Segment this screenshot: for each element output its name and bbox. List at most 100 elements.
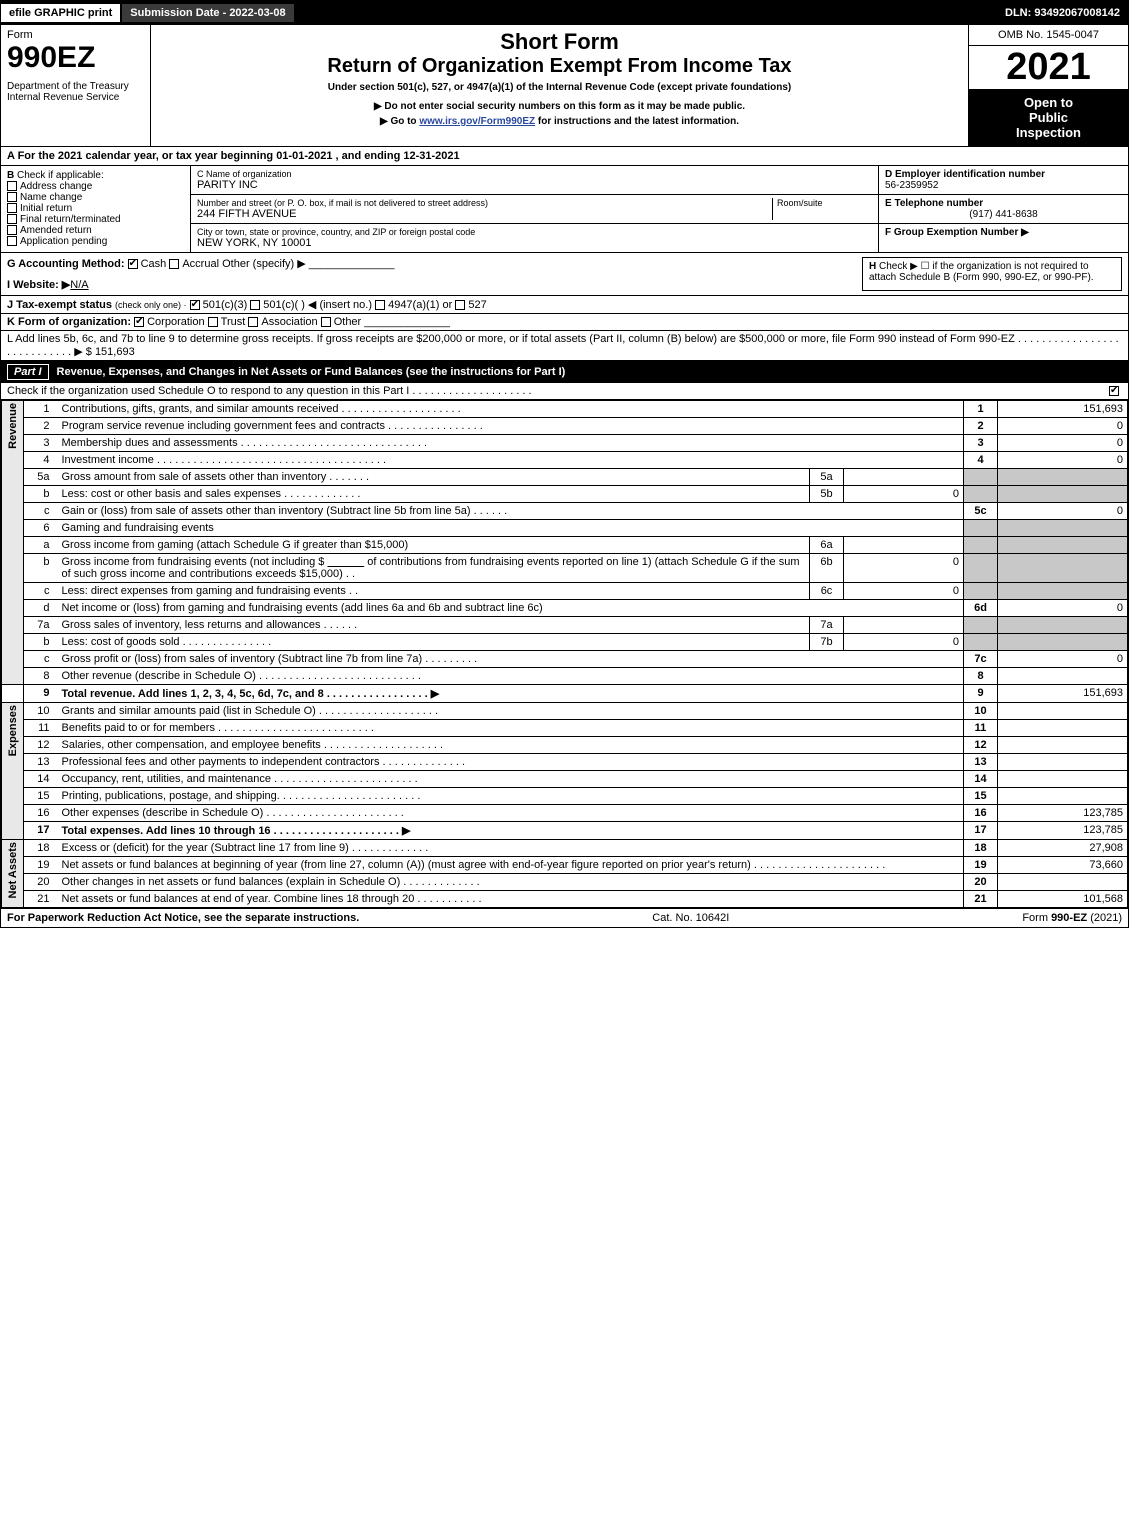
- form-number: 990EZ: [7, 41, 144, 75]
- ln-6d-amtno: 6d: [964, 600, 998, 617]
- check-527[interactable]: [455, 300, 465, 310]
- check-address-change[interactable]: [7, 181, 17, 191]
- org-city: NEW YORK, NY 10001: [197, 237, 872, 249]
- b-letter: B: [7, 170, 14, 181]
- irs-link[interactable]: www.irs.gov/Form990EZ: [419, 116, 535, 127]
- check-app-pending[interactable]: [7, 236, 17, 246]
- lbl-association: Association: [261, 316, 317, 328]
- check-501c3[interactable]: [190, 300, 200, 310]
- ln-6b-greyamt: [998, 554, 1128, 583]
- check-amended-return[interactable]: [7, 225, 17, 235]
- form-label: Form: [7, 29, 144, 41]
- irs-label: Internal Revenue Service: [7, 92, 144, 103]
- ln-10-amt: [998, 703, 1128, 720]
- section-bcdef: B Check if applicable: Address change Na…: [1, 166, 1128, 253]
- c-city-label: City or town, state or province, country…: [197, 227, 872, 237]
- open-to-public: Open to Public Inspection: [969, 89, 1128, 146]
- col-c: C Name of organization PARITY INC Number…: [191, 166, 878, 252]
- ln-6-desc: Gaming and fundraising events: [58, 520, 964, 537]
- ln-5c-desc: Gain or (loss) from sale of assets other…: [58, 503, 964, 520]
- row-16: 16Other expenses (describe in Schedule O…: [2, 805, 1128, 822]
- ln-13-amtno: 13: [964, 754, 998, 771]
- ln-5c-amtno: 5c: [964, 503, 998, 520]
- ln-6c-sv: 0: [844, 583, 964, 600]
- row-6b: b Gross income from fundraising events (…: [2, 554, 1128, 583]
- ln-12-no: 12: [24, 737, 58, 754]
- ln-5b-sv: 0: [844, 486, 964, 503]
- check-final-return[interactable]: [7, 214, 17, 224]
- row-7a: 7a Gross sales of inventory, less return…: [2, 617, 1128, 634]
- check-4947a1[interactable]: [375, 300, 385, 310]
- ln-6b-sv: 0: [844, 554, 964, 583]
- header-left: Form 990EZ Department of the Treasury In…: [1, 25, 151, 146]
- e-label: E Telephone number: [885, 198, 1122, 209]
- ln-9-amtno: 9: [964, 685, 998, 703]
- ln-16-no: 16: [24, 805, 58, 822]
- i-label: I Website: ▶: [7, 279, 70, 291]
- c-room-label: Room/suite: [777, 198, 872, 208]
- ln-2-amtno: 2: [964, 418, 998, 435]
- ln-5a-desc: Gross amount from sale of assets other t…: [58, 469, 810, 486]
- c-street-label: Number and street (or P. O. box, if mail…: [197, 198, 772, 208]
- check-501c[interactable]: [250, 300, 260, 310]
- ln-19-desc: Net assets or fund balances at beginning…: [58, 857, 964, 874]
- check-accrual[interactable]: [169, 259, 179, 269]
- check-schedule-o-parti[interactable]: [1109, 386, 1119, 396]
- tax-year: 2021: [969, 46, 1128, 89]
- revenue-side-label: Revenue: [2, 401, 24, 685]
- ln-7a-desc: Gross sales of inventory, less returns a…: [58, 617, 810, 634]
- lbl-501c: 501(c)( ): [263, 299, 305, 311]
- ln-3-amt: 0: [998, 435, 1128, 452]
- footer-right-bold: 990-EZ: [1051, 912, 1087, 924]
- org-street: 244 FIFTH AVENUE: [197, 208, 772, 220]
- check-corporation[interactable]: [134, 317, 144, 327]
- check-other-org[interactable]: [321, 317, 331, 327]
- footer-catno: Cat. No. 10642I: [652, 912, 729, 924]
- check-cash[interactable]: [128, 259, 138, 269]
- ln-18-desc: Excess or (deficit) for the year (Subtra…: [58, 840, 964, 857]
- k-label: K Form of organization:: [7, 316, 131, 328]
- ln-1-amt: 151,693: [998, 401, 1128, 418]
- e-cell: E Telephone number (917) 441-8638: [879, 195, 1128, 224]
- ln-5a-sv: [844, 469, 964, 486]
- ln-6c-no: c: [24, 583, 58, 600]
- row-6: 6 Gaming and fundraising events: [2, 520, 1128, 537]
- check-association[interactable]: [248, 317, 258, 327]
- check-name-change[interactable]: [7, 192, 17, 202]
- ln-16-desc: Other expenses (describe in Schedule O) …: [58, 805, 964, 822]
- f-label: F Group Exemption Number ▶: [885, 227, 1029, 238]
- ln-5b-sn: 5b: [810, 486, 844, 503]
- ln-1-amtno: 1: [964, 401, 998, 418]
- ln-4-desc: Investment income . . . . . . . . . . . …: [58, 452, 964, 469]
- dln-label: DLN: 93492067008142: [997, 4, 1128, 22]
- ln-7b-greyno: [964, 634, 998, 651]
- lbl-final-return: Final return/terminated: [20, 214, 121, 225]
- ln-5b-no: b: [24, 486, 58, 503]
- ln-6c-greyamt: [998, 583, 1128, 600]
- ln-7b-no: b: [24, 634, 58, 651]
- part-i-check-note: Check if the organization used Schedule …: [1, 383, 1128, 400]
- ln-6b-sn: 6b: [810, 554, 844, 583]
- ln-12-amt: [998, 737, 1128, 754]
- footer-right: Form 990-EZ (2021): [1022, 912, 1122, 924]
- row-7b: b Less: cost of goods sold . . . . . . .…: [2, 634, 1128, 651]
- ln-20-no: 20: [24, 874, 58, 891]
- ln-17-amtno: 17: [964, 822, 998, 840]
- ln-11-amt: [998, 720, 1128, 737]
- efile-tab[interactable]: efile GRAPHIC print: [1, 4, 122, 22]
- ln-21-amtno: 21: [964, 891, 998, 908]
- ln-1-desc: Contributions, gifts, grants, and simila…: [58, 401, 964, 418]
- ln-11-desc: Benefits paid to or for members . . . . …: [58, 720, 964, 737]
- c-name-label: C Name of organization: [197, 169, 872, 179]
- ln-6a-desc: Gross income from gaming (attach Schedul…: [58, 537, 810, 554]
- ln-7a-sn: 7a: [810, 617, 844, 634]
- check-trust[interactable]: [208, 317, 218, 327]
- ln-14-no: 14: [24, 771, 58, 788]
- row-5c: c Gain or (loss) from sale of assets oth…: [2, 503, 1128, 520]
- ln-3-amtno: 3: [964, 435, 998, 452]
- ln-5c-no: c: [24, 503, 58, 520]
- note-goto-pre: ▶ Go to: [380, 116, 419, 127]
- row-14: 14Occupancy, rent, utilities, and mainte…: [2, 771, 1128, 788]
- ln-13-no: 13: [24, 754, 58, 771]
- check-initial-return[interactable]: [7, 203, 17, 213]
